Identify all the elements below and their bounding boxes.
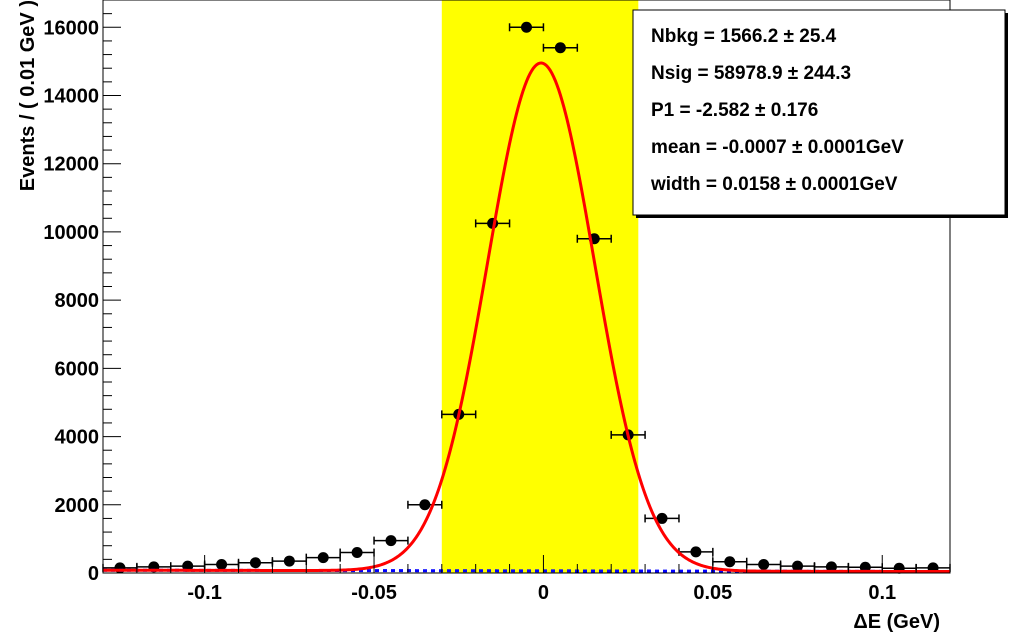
x-tick-label: 0.1 bbox=[868, 582, 896, 604]
fit-stats-box: Nbkg = 1566.2 ± 25.4 Nsig = 58978.9 ± 244… bbox=[632, 9, 1008, 218]
y-tick-label: 2000 bbox=[55, 495, 100, 517]
data-point bbox=[237, 557, 274, 569]
data-point bbox=[203, 558, 240, 570]
data-point bbox=[508, 21, 545, 33]
stats-line: P1 = -2.582 ± 0.176 bbox=[651, 100, 818, 121]
data-point bbox=[271, 555, 308, 567]
data-point bbox=[407, 499, 443, 511]
x-tick-label: -0.05 bbox=[351, 582, 397, 604]
x-tick-label: -0.1 bbox=[187, 582, 221, 604]
data-point-marker bbox=[690, 546, 702, 558]
y-tick-label: 14000 bbox=[43, 86, 99, 108]
data-point bbox=[644, 512, 680, 524]
stats-box bbox=[632, 9, 1006, 216]
data-point-marker bbox=[656, 512, 668, 524]
stats-line: Nbkg = 1566.2 ± 25.4 bbox=[651, 26, 837, 47]
data-point bbox=[542, 42, 579, 54]
y-tick-label: 10000 bbox=[43, 222, 99, 244]
stats-line: width = 0.0158 ± 0.0001GeV bbox=[650, 174, 898, 195]
data-point-marker bbox=[792, 560, 804, 572]
y-tick-label: 4000 bbox=[55, 427, 100, 449]
stats-line: Nsig = 58978.9 ± 244.3 bbox=[651, 63, 851, 84]
data-point bbox=[373, 535, 409, 547]
data-point bbox=[305, 552, 341, 564]
data-point-marker bbox=[351, 547, 363, 559]
data-point-marker bbox=[554, 42, 566, 54]
x-tick-label: 0 bbox=[538, 582, 549, 604]
y-tick-label: 8000 bbox=[55, 290, 100, 312]
data-point-marker bbox=[283, 555, 295, 567]
y-tick-label: 16000 bbox=[43, 17, 99, 39]
y-axis-title: Events / ( 0.01 GeV ) bbox=[17, 0, 39, 191]
data-point-marker bbox=[249, 557, 261, 569]
data-point-marker bbox=[758, 558, 770, 570]
y-tick-label: 6000 bbox=[55, 358, 100, 380]
data-point bbox=[745, 558, 782, 570]
data-point-marker bbox=[216, 558, 228, 570]
data-point-marker bbox=[419, 499, 431, 511]
data-point bbox=[678, 546, 714, 558]
data-point-marker bbox=[385, 535, 397, 547]
data-point-marker bbox=[317, 552, 329, 564]
data-point-marker bbox=[521, 21, 532, 33]
x-tick-label: 0.05 bbox=[693, 582, 732, 604]
signal-region-band bbox=[441, 0, 639, 573]
data-point-marker bbox=[724, 556, 736, 568]
data-point bbox=[712, 556, 748, 568]
axes: -0.1 -0.05 0 0.05 0.1 0 2000 4000 6000 8000 10000 1… bbox=[43, 0, 951, 604]
x-axis-title: ΔE (GeV) bbox=[853, 611, 940, 633]
data-point-marker bbox=[825, 561, 837, 573]
data-point-marker bbox=[114, 562, 126, 574]
y-tick-label: 12000 bbox=[43, 154, 99, 176]
data-point bbox=[339, 547, 375, 559]
stats-line: mean = -0.0007 ± 0.0001GeV bbox=[651, 137, 904, 158]
total-fit-curve bbox=[102, 61, 950, 574]
y-tick-label: 0 bbox=[88, 563, 99, 585]
data-point bbox=[102, 562, 138, 574]
